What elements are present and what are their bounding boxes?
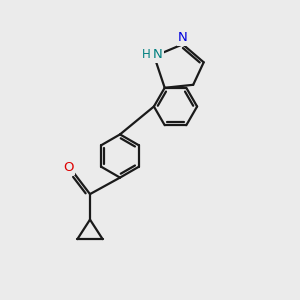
Text: H: H bbox=[141, 48, 150, 61]
Text: O: O bbox=[63, 160, 73, 174]
Text: N: N bbox=[153, 48, 163, 61]
Text: N: N bbox=[178, 31, 188, 44]
